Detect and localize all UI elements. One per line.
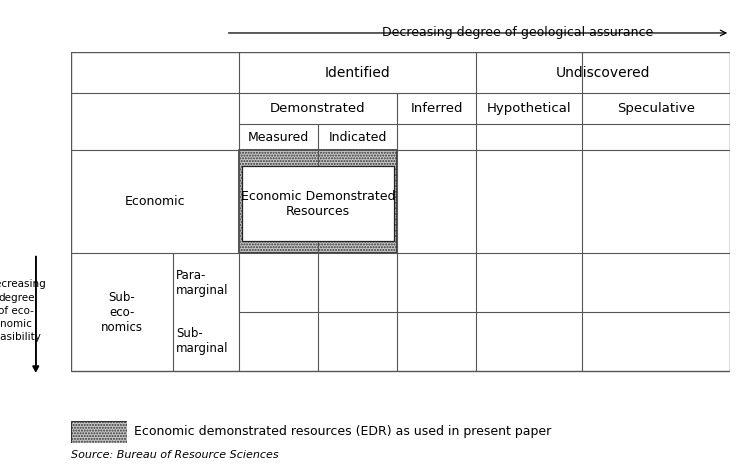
Text: Indicated: Indicated xyxy=(329,131,387,143)
Text: Decreasing: Decreasing xyxy=(0,279,45,289)
Text: feasibility: feasibility xyxy=(0,332,42,342)
Text: Speculative: Speculative xyxy=(617,102,695,115)
Text: Inferred: Inferred xyxy=(410,102,463,115)
Text: Undiscovered: Undiscovered xyxy=(556,66,650,80)
Text: Demonstrated: Demonstrated xyxy=(270,102,366,115)
Text: of eco-: of eco- xyxy=(0,306,34,316)
Text: degree: degree xyxy=(0,293,34,303)
Text: Source: Bureau of Resource Sciences: Source: Bureau of Resource Sciences xyxy=(71,450,279,460)
Text: Hypothetical: Hypothetical xyxy=(486,102,571,115)
Text: nomic: nomic xyxy=(1,319,32,329)
Bar xyxy=(242,166,394,242)
Text: Sub-
eco-
nomics: Sub- eco- nomics xyxy=(101,291,143,334)
Text: Measured: Measured xyxy=(248,131,309,143)
Text: Para-
marginal: Para- marginal xyxy=(177,269,229,297)
Text: Economic demonstrated resources (EDR) as used in present paper: Economic demonstrated resources (EDR) as… xyxy=(134,425,551,438)
Bar xyxy=(239,150,397,253)
Text: Economic Demonstrated
Resources: Economic Demonstrated Resources xyxy=(241,190,396,218)
Text: Economic: Economic xyxy=(124,195,186,208)
Text: Decreasing degree of geological assurance: Decreasing degree of geological assuranc… xyxy=(382,26,653,40)
Text: Sub-
marginal: Sub- marginal xyxy=(177,328,229,355)
Text: Identified: Identified xyxy=(325,66,390,80)
